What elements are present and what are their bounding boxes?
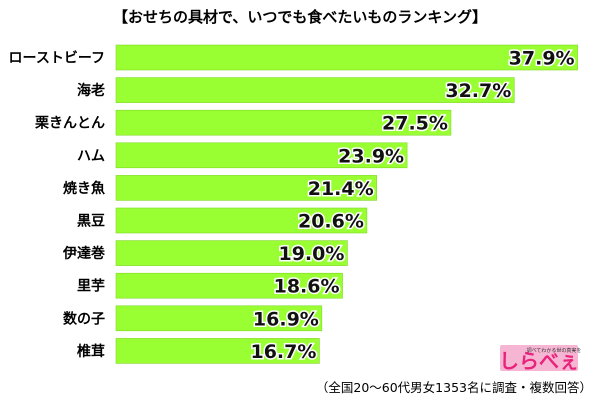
bar xyxy=(115,272,343,299)
bar xyxy=(115,44,578,71)
bars-layer: ローストビーフ 37.9% 海老 32.7% 栗きんとん 27.5% ハム 23.9% 焼き魚 2… xyxy=(9,44,578,364)
category-label: 栗きんとん xyxy=(35,116,105,132)
logo-tagline: 調べてわかる世の真実を xyxy=(527,347,582,354)
value-label: 27.5% xyxy=(382,113,448,135)
logo-background xyxy=(500,345,578,371)
category-label: 海老 xyxy=(77,82,105,99)
bar xyxy=(115,240,348,266)
category-label: 伊達巻 xyxy=(62,245,105,262)
category-label: 里芋 xyxy=(77,278,105,295)
bar xyxy=(115,175,377,201)
value-label: 37.9% xyxy=(509,48,575,70)
value-label: 20.6% xyxy=(298,211,364,233)
survey-footnote: （全国20〜60代男女1353名に調査・複数回答） xyxy=(316,380,592,395)
value-label: 16.7% xyxy=(250,341,316,363)
bar xyxy=(115,109,452,136)
value-label: 32.7% xyxy=(445,80,511,102)
bar xyxy=(115,207,368,234)
category-label: ハム xyxy=(77,148,105,164)
logo-wordmark: しらべぇ xyxy=(499,349,579,373)
value-label: 18.6% xyxy=(274,276,340,298)
category-label: 焼き魚 xyxy=(63,180,105,197)
bar xyxy=(115,77,515,103)
bar xyxy=(115,338,320,364)
category-label: 数の子 xyxy=(63,310,105,327)
value-label: 19.0% xyxy=(278,243,344,265)
bar xyxy=(115,142,408,169)
value-label: 21.4% xyxy=(308,178,374,200)
category-label: 黒豆 xyxy=(77,214,105,230)
chart-title: 【おせちの具材で、いつでも食べたいものランキング】 xyxy=(113,8,487,26)
bar xyxy=(115,305,323,332)
value-label: 23.9% xyxy=(338,145,404,167)
shirabee-logo: 調べてわかる世の真実を しらべぇ xyxy=(499,345,581,373)
category-label: 椎茸 xyxy=(76,343,105,360)
category-label: ローストビーフ xyxy=(9,51,105,67)
value-label: 16.9% xyxy=(253,308,319,330)
